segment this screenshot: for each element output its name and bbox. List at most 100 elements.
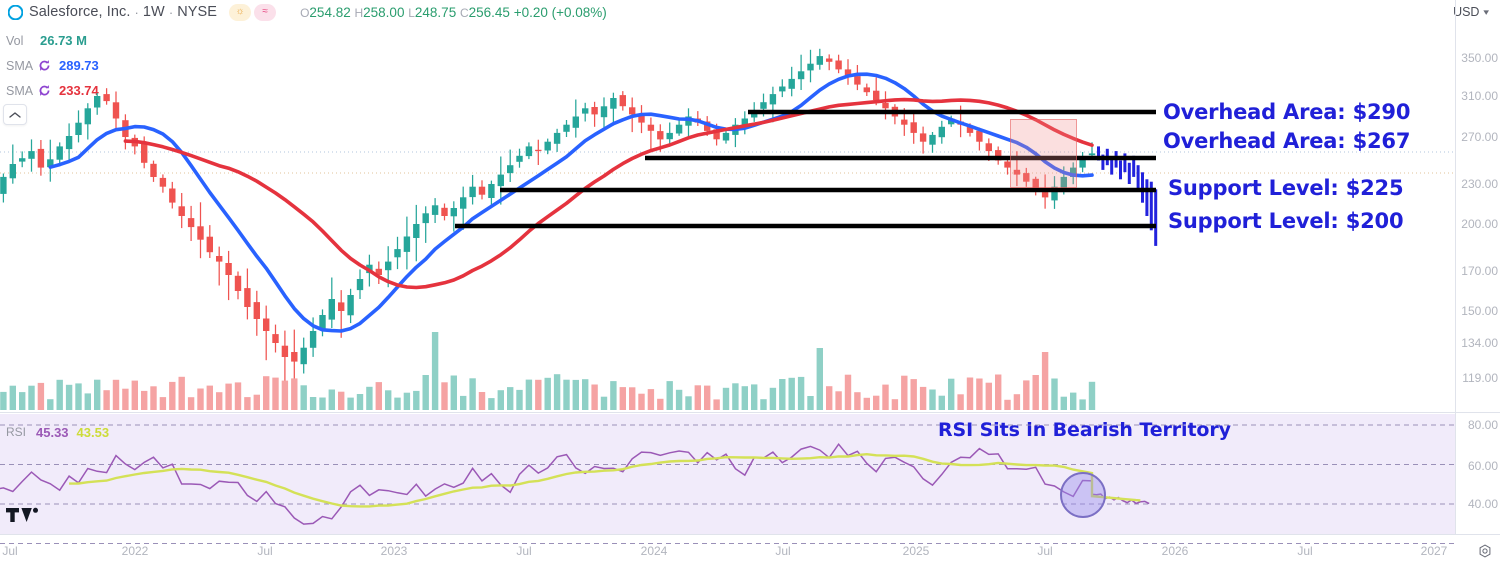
candle-body bbox=[206, 236, 213, 253]
volume-bar bbox=[797, 376, 805, 410]
volume-bar bbox=[187, 397, 195, 410]
symbol-separator-1: · bbox=[134, 4, 139, 20]
volume-bar bbox=[1079, 399, 1086, 410]
volume-bar bbox=[197, 388, 204, 410]
volume-bar bbox=[985, 382, 992, 410]
candle-body bbox=[234, 275, 242, 291]
candle-body bbox=[488, 184, 495, 198]
time-tick-2: Jul bbox=[257, 544, 273, 558]
candle-body bbox=[385, 261, 392, 271]
annotation-overhead-267: Overhead Area: $267 bbox=[1163, 129, 1411, 153]
low-value: 248.75 bbox=[414, 4, 457, 20]
exchange-label[interactable]: NYSE bbox=[177, 4, 218, 20]
volume-bar bbox=[375, 382, 382, 410]
volume-bar bbox=[0, 391, 7, 410]
refresh-icon[interactable] bbox=[38, 84, 51, 97]
volume-bar bbox=[957, 394, 964, 410]
volume-bar bbox=[488, 398, 495, 410]
volume-bar bbox=[854, 392, 861, 410]
annotation-rsi-bearish: RSI Sits in Bearish Territory bbox=[938, 419, 1231, 441]
collapse-pane-button[interactable] bbox=[3, 104, 27, 125]
candle-body bbox=[47, 159, 54, 168]
chevron-down-icon: ▾ bbox=[1483, 6, 1490, 17]
rsi-tick-2: 40.00 bbox=[1467, 497, 1498, 511]
refresh-icon[interactable] bbox=[38, 59, 51, 72]
candle-body bbox=[94, 96, 101, 108]
forecast-bar bbox=[1110, 158, 1114, 175]
forecast-bar bbox=[1154, 189, 1158, 246]
rsi-highlight-circle bbox=[1060, 472, 1106, 518]
time-tick-9: 2026 bbox=[1161, 544, 1189, 558]
candle-body bbox=[769, 94, 777, 105]
volume-bar bbox=[272, 377, 279, 410]
price-axis[interactable]: 350.00 310.00 270.00 230.00 200.00 170.00 150.… bbox=[1457, 24, 1500, 410]
candle-body bbox=[178, 206, 185, 216]
axis-vertical-separator bbox=[1455, 0, 1456, 534]
candle-body bbox=[535, 149, 542, 152]
forecast-bars bbox=[1097, 146, 1158, 246]
wave-squiggle-icon[interactable]: ≈ bbox=[254, 3, 277, 21]
volume-bar bbox=[206, 385, 213, 410]
currency-selector[interactable]: USD ▾ bbox=[1448, 3, 1494, 21]
candle-body bbox=[347, 295, 354, 316]
rsi-tick-0: 80.00 bbox=[1467, 418, 1498, 432]
forecast-bar bbox=[1149, 181, 1153, 231]
candle-body bbox=[328, 299, 335, 320]
annotation-overhead-290: Overhead Area: $290 bbox=[1163, 100, 1411, 124]
price-chart-canvas[interactable] bbox=[0, 0, 1456, 562]
legend-row-volume[interactable]: Vol 26.73 M bbox=[6, 28, 99, 53]
volume-bar bbox=[704, 385, 711, 410]
time-axis[interactable]: Jul 2022 Jul 2023 Jul 2024 Jul 2025 Jul 2026 Jul 20… bbox=[0, 536, 1500, 562]
rsi-legend-row[interactable]: RSI 45.33 43.53 bbox=[6, 424, 109, 440]
volume-bar bbox=[9, 385, 16, 410]
volume-bar bbox=[338, 391, 345, 410]
candle-body bbox=[75, 122, 82, 135]
candle-body bbox=[338, 302, 345, 311]
volume-bar bbox=[84, 393, 91, 410]
candle-body bbox=[760, 102, 767, 109]
candle-body bbox=[938, 126, 945, 138]
candle-body bbox=[375, 268, 382, 275]
rsi-legend-key: RSI bbox=[6, 425, 27, 439]
volume-bar bbox=[1088, 381, 1096, 410]
candle-body bbox=[713, 129, 720, 140]
price-tick-3: 230.00 bbox=[1461, 177, 1498, 191]
volume-bar bbox=[507, 387, 514, 410]
volume-bar bbox=[544, 377, 551, 410]
volume-bar bbox=[281, 380, 289, 410]
candle-body bbox=[1004, 161, 1011, 168]
volume-bar bbox=[385, 390, 392, 410]
rsi-chart-canvas[interactable] bbox=[0, 0, 1456, 562]
volume-bar bbox=[732, 383, 739, 410]
forecast-bar bbox=[1119, 160, 1122, 180]
candle-body bbox=[253, 302, 260, 319]
legend-row-sma-red[interactable]: SMA 233.74 bbox=[6, 78, 99, 103]
forecast-bar bbox=[1145, 179, 1149, 216]
candle-body bbox=[844, 69, 852, 77]
candle-body bbox=[478, 186, 486, 195]
target-icon[interactable] bbox=[1478, 544, 1492, 558]
low-key: L bbox=[408, 5, 415, 20]
price-tick-4: 200.00 bbox=[1461, 217, 1498, 231]
candle-body bbox=[985, 143, 992, 152]
candle-body bbox=[103, 94, 110, 102]
indicator-legend: Vol 26.73 M SMA 289.73 SMA 233.74 bbox=[6, 28, 99, 103]
pane-divider-top bbox=[0, 412, 1500, 413]
price-tick-1: 310.00 bbox=[1461, 89, 1498, 103]
interval-label[interactable]: 1W bbox=[142, 4, 165, 20]
candle-body bbox=[56, 146, 63, 160]
volume-bar bbox=[19, 392, 26, 410]
symbol-name[interactable]: Salesforce, Inc. bbox=[29, 4, 131, 20]
volume-bar bbox=[516, 389, 523, 410]
candle-body bbox=[84, 108, 91, 125]
volume-bar bbox=[760, 399, 767, 410]
volume-bar bbox=[94, 379, 101, 410]
level-lines bbox=[455, 109, 1156, 229]
volume-bar bbox=[807, 396, 814, 410]
legend-row-sma-blue[interactable]: SMA 289.73 bbox=[6, 53, 99, 78]
tradingview-logo[interactable] bbox=[6, 504, 40, 526]
sun-idea-icon[interactable]: ☼ bbox=[229, 3, 252, 21]
rsi-axis[interactable]: 80.00 60.00 40.00 bbox=[1457, 414, 1500, 534]
volume-bar bbox=[431, 332, 439, 410]
